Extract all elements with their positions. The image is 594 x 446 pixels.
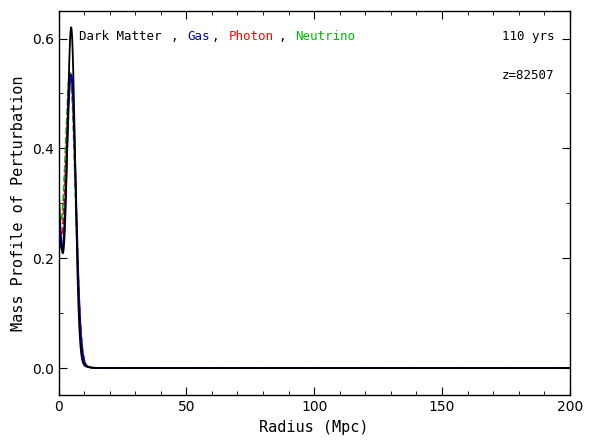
Text: ,: , — [279, 30, 294, 43]
Text: Dark Matter: Dark Matter — [79, 30, 162, 43]
Text: ,: , — [212, 30, 228, 43]
Text: Gas: Gas — [187, 30, 210, 43]
Text: Photon: Photon — [229, 30, 274, 43]
Text: ,: , — [170, 30, 185, 43]
Text: 110 yrs: 110 yrs — [502, 30, 554, 43]
Y-axis label: Mass Profile of Perturbation: Mass Profile of Perturbation — [11, 75, 26, 331]
Text: z=82507: z=82507 — [502, 69, 554, 82]
X-axis label: Radius (Mpc): Radius (Mpc) — [260, 420, 369, 435]
Text: Neutrino: Neutrino — [296, 30, 356, 43]
